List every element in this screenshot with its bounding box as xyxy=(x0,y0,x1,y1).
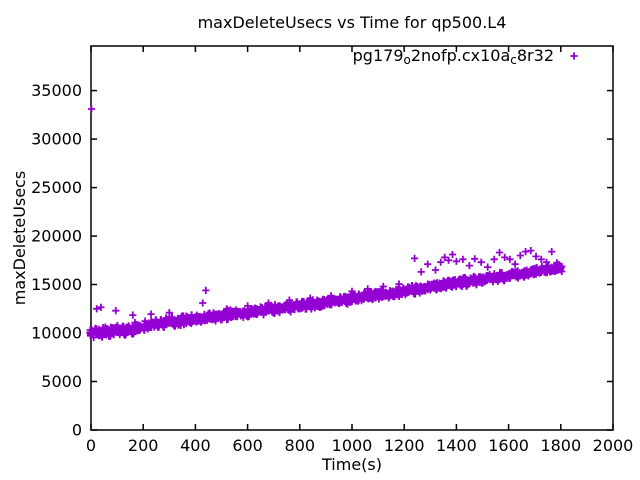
x-axis-label: Time(s) xyxy=(321,455,382,474)
y-tick-label: 5000 xyxy=(41,372,82,391)
legend-label: pg179o2nofp.cx10ac8r32 xyxy=(353,46,554,67)
x-tick-label: 1200 xyxy=(384,436,425,455)
plot-border xyxy=(90,45,614,431)
axis-ticks xyxy=(90,46,614,431)
y-tick-label: 30000 xyxy=(31,130,82,149)
x-tick-label: 1600 xyxy=(488,436,529,455)
y-tick-label: 35000 xyxy=(31,81,82,100)
scatter-points xyxy=(86,105,566,342)
y-axis-label: maxDeleteUsecs xyxy=(10,171,29,305)
legend: pg179o2nofp.cx10ac8r32 xyxy=(353,46,578,67)
y-tick-label: 10000 xyxy=(31,324,82,343)
axis-tick-labels: 0 200 400 600 800 1000 1200 1400 1600 1800 2000050… xyxy=(31,81,633,455)
x-tick-label: 1800 xyxy=(540,436,581,455)
chart-title: maxDeleteUsecs vs Time for qp500.L4 xyxy=(198,13,507,32)
x-tick-label: 800 xyxy=(285,436,316,455)
x-tick-label: 1400 xyxy=(436,436,477,455)
y-tick-label: 0 xyxy=(72,421,82,440)
x-tick-label: 200 xyxy=(128,436,159,455)
x-tick-label: 400 xyxy=(180,436,211,455)
y-tick-label: 20000 xyxy=(31,227,82,246)
data-points xyxy=(86,105,566,342)
x-tick-label: 0 xyxy=(86,436,96,455)
x-tick-label: 600 xyxy=(232,436,263,455)
y-tick-label: 25000 xyxy=(31,178,82,197)
x-tick-label: 2000 xyxy=(593,436,634,455)
legend-marker-plus-icon xyxy=(570,52,578,60)
y-tick-label: 15000 xyxy=(31,275,82,294)
x-tick-label: 1000 xyxy=(332,436,373,455)
